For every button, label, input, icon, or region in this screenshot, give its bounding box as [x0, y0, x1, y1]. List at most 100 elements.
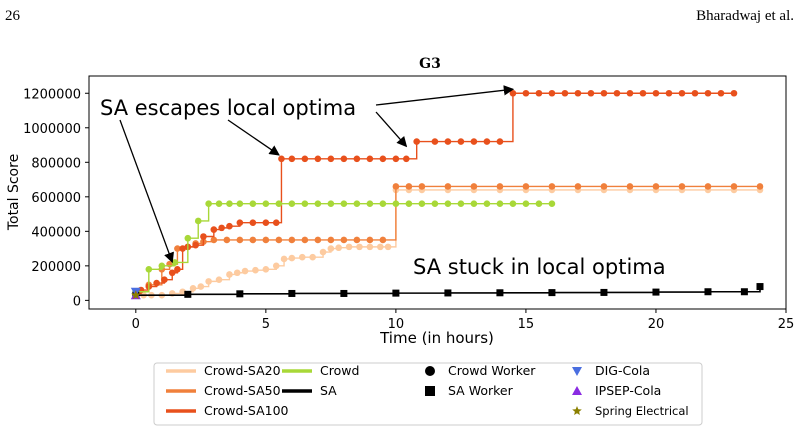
series-point [470, 200, 478, 208]
series-point [161, 276, 168, 283]
series-point [678, 183, 686, 190]
series-point [376, 243, 384, 251]
legend-marker [425, 366, 435, 376]
series-point [353, 155, 361, 163]
baseline-spring-electrical [131, 290, 141, 300]
series-point [626, 89, 634, 97]
series-point [379, 200, 387, 208]
series-point [379, 155, 387, 163]
series-point [171, 259, 179, 266]
y-axis-label: Total Score [6, 154, 22, 231]
x-tick-label: 0 [132, 317, 140, 332]
series-point [691, 89, 699, 97]
series-point [652, 288, 660, 296]
series-point [717, 89, 725, 97]
series-point [236, 236, 244, 244]
x-tick-label: 5 [262, 317, 270, 332]
series-point [587, 89, 595, 97]
series-point [366, 200, 374, 208]
annotation-arrows [119, 85, 515, 264]
series-point [496, 138, 504, 145]
series-point [249, 236, 257, 244]
series-point [223, 236, 231, 244]
series-point [168, 269, 176, 277]
series-point [496, 200, 504, 208]
series-point [189, 284, 197, 292]
series-point [366, 155, 374, 163]
series-point [184, 290, 192, 298]
series-point [314, 200, 322, 208]
series-point [483, 200, 491, 208]
series-point [613, 89, 621, 97]
series-point [340, 289, 348, 297]
series-point [210, 226, 218, 233]
series-point [200, 233, 207, 240]
series-point [496, 183, 504, 190]
series-point [405, 200, 413, 208]
series-point [600, 288, 608, 296]
series-point [756, 283, 764, 291]
series-point [600, 89, 608, 97]
series-point [345, 243, 353, 251]
series-point [275, 200, 283, 208]
series-point [366, 236, 374, 244]
series-point [301, 200, 309, 208]
series-point [548, 200, 556, 208]
series-sa [132, 283, 764, 299]
legend-label: Crowd-SA20 [204, 363, 281, 378]
series-point [535, 89, 543, 97]
series-point [340, 200, 348, 208]
series-crowd [132, 200, 556, 296]
series-point [158, 262, 166, 270]
series-point [574, 183, 582, 190]
legend-marker [572, 367, 582, 376]
series-point [353, 236, 361, 244]
series-point [288, 289, 296, 297]
series-point [704, 288, 712, 296]
y-tick-label: 1200000 [23, 87, 81, 102]
series-point [730, 183, 738, 190]
annotation-escapes: SA escapes local optima [100, 96, 356, 120]
y-tick-label: 800000 [31, 156, 81, 171]
series-point [249, 219, 257, 227]
series-point [626, 183, 634, 190]
series-point [280, 255, 288, 263]
x-tick-label: 20 [648, 317, 665, 332]
series-point [327, 236, 335, 244]
series-point [226, 271, 233, 278]
y-tick-label: 400000 [31, 225, 81, 240]
legend-marker [425, 386, 435, 396]
series-point [275, 236, 283, 244]
series-line [135, 203, 552, 293]
x-axis: 0 5 10 15 20 25 [132, 309, 794, 332]
series-point [431, 138, 439, 145]
annotation-arrow [227, 119, 280, 156]
series-point [704, 89, 712, 97]
series-point [278, 155, 285, 163]
legend-label: SA [320, 383, 337, 398]
series-point [509, 200, 517, 208]
legend-label: Crowd [320, 363, 359, 378]
series-point [496, 289, 504, 297]
series-point [314, 155, 322, 163]
series-point [174, 245, 181, 252]
series-point [522, 183, 530, 190]
series-point [327, 200, 335, 208]
series-point [288, 155, 296, 163]
series-point [226, 200, 233, 208]
annotation-arrow [119, 119, 174, 264]
series-point [470, 138, 478, 145]
series-point [366, 243, 374, 251]
series-point [309, 253, 316, 261]
series-point [522, 89, 530, 97]
series-point [179, 288, 186, 296]
plot-area [88, 75, 787, 310]
series-point [704, 183, 712, 190]
series-point [444, 200, 452, 208]
series-point [179, 245, 186, 252]
series-point [215, 276, 223, 283]
x-tick-label: 10 [388, 317, 405, 332]
series-point [197, 283, 205, 290]
series-point [413, 138, 420, 145]
legend-label: DIG-Cola [595, 363, 650, 378]
